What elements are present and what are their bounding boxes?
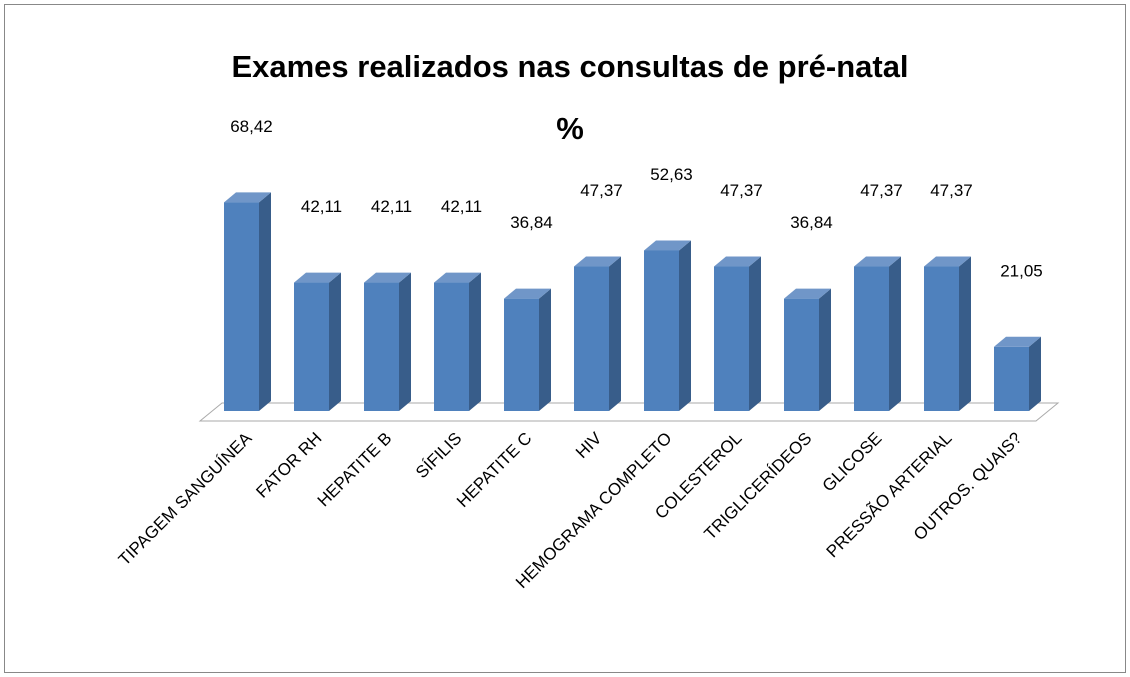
- bar-side: [1029, 336, 1041, 411]
- bar-top: [784, 288, 831, 299]
- bar-top: [504, 288, 551, 299]
- x-tick-label: FATOR RH: [252, 429, 325, 502]
- x-tick-label: GLICOSE: [819, 429, 886, 496]
- bar-side: [679, 240, 691, 411]
- bar-top: [644, 240, 691, 251]
- bar-side: [329, 272, 341, 411]
- bar-side: [539, 288, 551, 411]
- bar-side: [259, 192, 271, 411]
- bar: [924, 266, 959, 411]
- data-label: 68,42: [230, 117, 273, 136]
- bar: [994, 346, 1029, 411]
- bar-top: [294, 272, 341, 283]
- bar-side: [959, 256, 971, 411]
- bar: [224, 202, 259, 411]
- bar-side: [819, 288, 831, 411]
- bar-side: [399, 272, 411, 411]
- data-label: 21,05: [1000, 261, 1043, 280]
- chart-border: [4, 4, 1126, 673]
- floor: [198, 402, 1060, 422]
- x-tick-label: TIPAGEM SANGUÍNEA: [115, 428, 256, 569]
- bar-top: [574, 256, 621, 267]
- bar-top: [434, 272, 481, 283]
- data-label: 42,11: [301, 197, 342, 216]
- bar-top: [224, 192, 271, 203]
- data-label: 52,63: [650, 165, 693, 184]
- bar: [574, 266, 609, 411]
- bar: [854, 266, 889, 411]
- x-tick-label: HIV: [572, 428, 606, 462]
- bar-side: [469, 272, 481, 411]
- data-label: 36,84: [790, 213, 833, 232]
- bar: [644, 250, 679, 411]
- data-label: 36,84: [510, 213, 553, 232]
- bar-top: [714, 256, 761, 267]
- bar: [294, 282, 329, 411]
- data-label: 47,37: [930, 181, 973, 200]
- chart-title: Exames realizados nas consultas de pré-n…: [231, 49, 909, 146]
- data-label: 47,37: [860, 181, 903, 200]
- bar: [364, 282, 399, 411]
- bar: [434, 282, 469, 411]
- bar-top: [924, 256, 971, 267]
- data-label: 42,11: [371, 197, 412, 216]
- data-label: 47,37: [720, 181, 763, 200]
- data-label: 42,11: [441, 197, 482, 216]
- x-tick-label: PRESSÃO ARTERIAL: [823, 429, 956, 562]
- bar-side: [609, 256, 621, 411]
- bar-top: [364, 272, 411, 283]
- bar: [504, 298, 539, 411]
- x-tick-label: SÍFILIS: [412, 429, 466, 483]
- x-tick-label: HEPATITE B: [314, 429, 396, 511]
- bar-side: [889, 256, 901, 411]
- bar-top: [994, 336, 1041, 347]
- bar-side: [749, 256, 761, 411]
- bar-top: [854, 256, 901, 267]
- bar: [714, 266, 749, 411]
- data-label: 47,37: [580, 181, 623, 200]
- x-tick-label: HEPATITE C: [453, 429, 535, 511]
- bar: [784, 298, 819, 411]
